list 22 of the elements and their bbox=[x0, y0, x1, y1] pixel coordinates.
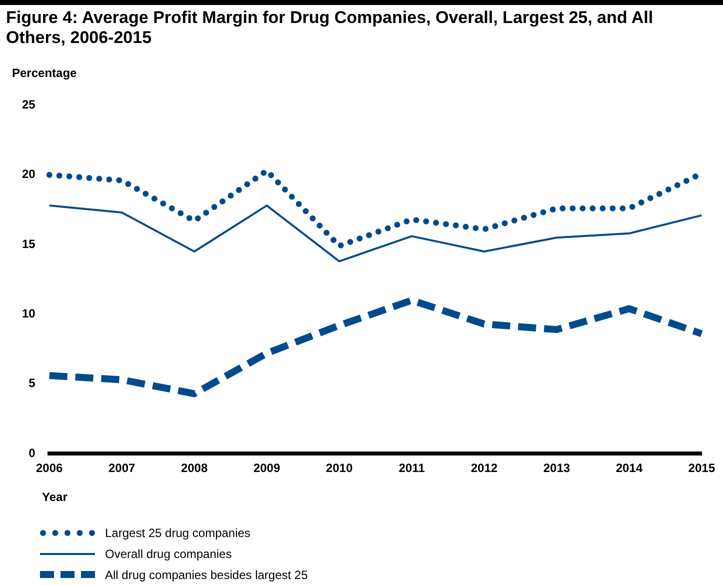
legend-label: All drug companies besides largest 25 bbox=[105, 568, 308, 582]
x-tick-label: 2015 bbox=[688, 461, 716, 476]
y-tick-label: 10 bbox=[22, 306, 36, 321]
x-axis-title: Year bbox=[42, 490, 68, 504]
y-tick-label: 25 bbox=[22, 98, 36, 112]
legend-label: Largest 25 drug companies bbox=[105, 526, 250, 540]
x-tick-label: 2006 bbox=[36, 461, 64, 476]
y-tick-label: 15 bbox=[22, 236, 36, 251]
x-tick-label: 2009 bbox=[253, 461, 280, 476]
x-tick-label: 2013 bbox=[543, 461, 570, 476]
y-tick-label: 0 bbox=[28, 446, 36, 460]
y-tick-label: 5 bbox=[28, 376, 36, 390]
x-tick-label: 2007 bbox=[108, 461, 136, 476]
y-axis-title: Percentage bbox=[12, 66, 77, 80]
y-tick-label: 20 bbox=[22, 167, 36, 182]
x-tick-label: 2012 bbox=[470, 461, 498, 476]
legend-label: Overall drug companies bbox=[105, 546, 232, 560]
chart-title: Figure 4: Average Profit Margin for Drug Companies, Overall, Largest 25, and All Others, 2006-2015 bbox=[5, 7, 654, 48]
x-tick-label: 2008 bbox=[180, 461, 208, 476]
x-tick-label: 2011 bbox=[398, 461, 426, 476]
x-tick-label: 2010 bbox=[326, 461, 353, 476]
x-tick-label: 2014 bbox=[616, 461, 643, 476]
